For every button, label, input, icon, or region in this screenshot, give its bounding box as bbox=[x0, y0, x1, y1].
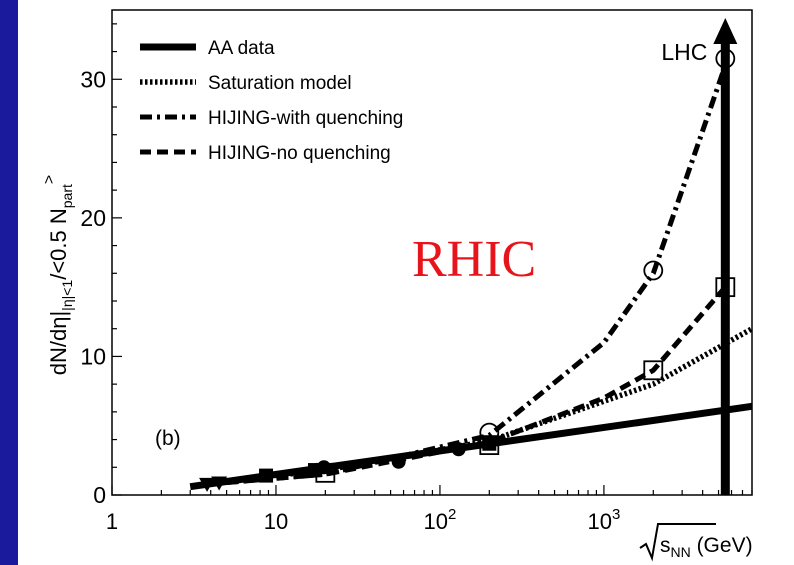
rhic-label: RHIC bbox=[412, 231, 536, 288]
data-point-square bbox=[259, 468, 274, 483]
y-tick-label: 30 bbox=[80, 66, 106, 92]
y-axis-label-part: /<0.5 N bbox=[46, 208, 71, 280]
series-dashed-line bbox=[226, 285, 728, 485]
legend-label: Saturation model bbox=[208, 73, 352, 94]
data-point-circle bbox=[451, 442, 466, 457]
slide-left-bar bbox=[0, 0, 18, 565]
lhc-label: LHC bbox=[661, 39, 707, 65]
y-axis-label-part: dN/dη| bbox=[46, 311, 71, 375]
lhc-arrow-head bbox=[713, 18, 738, 44]
x-tick-label: 1 bbox=[106, 509, 118, 534]
x-axis-label-sub: NN bbox=[671, 544, 691, 560]
y-tick-label: 0 bbox=[93, 482, 106, 508]
y-axis-label-part: > bbox=[41, 175, 58, 184]
model-point-square bbox=[479, 435, 500, 456]
x-tick-label: 10 bbox=[264, 509, 288, 534]
legend-label: HIJING-no quenching bbox=[208, 143, 391, 164]
legend-label: HIJING-with quenching bbox=[208, 108, 403, 129]
x-tick-label: 103 bbox=[588, 506, 621, 534]
x-axis-label-var: s bbox=[660, 534, 671, 557]
data-point-triangle bbox=[211, 476, 228, 491]
model-point-square bbox=[643, 360, 664, 381]
y-tick-label: 10 bbox=[80, 343, 106, 369]
data-point-square bbox=[482, 436, 497, 451]
radical-sign bbox=[639, 523, 716, 562]
model-point-circle bbox=[479, 422, 500, 443]
x-tick-label: 102 bbox=[424, 506, 457, 534]
y-axis-label: dN/dη||η|<1/<0.5 Npart> bbox=[41, 175, 75, 375]
x-axis-label: sNN (GeV) bbox=[660, 534, 753, 560]
panel-label: (b) bbox=[155, 427, 181, 450]
y-tick-label: 20 bbox=[80, 205, 106, 231]
legend-label: AA data bbox=[208, 38, 275, 59]
x-tick-exponent: 3 bbox=[612, 506, 620, 523]
y-axis-label-part: |η|<1 bbox=[59, 280, 75, 311]
data-point-circle bbox=[391, 454, 406, 469]
model-point-square bbox=[315, 462, 336, 483]
model-point-circle bbox=[643, 260, 664, 281]
data-point-circle bbox=[316, 460, 331, 475]
x-tick-exponent: 2 bbox=[448, 506, 456, 523]
legend: AA data Saturation model HIJING-with quenc… bbox=[140, 38, 403, 164]
y-axis-label-part: part bbox=[59, 184, 75, 208]
series-dotted-line bbox=[210, 326, 754, 486]
x-axis-label-unit: (GeV) bbox=[691, 534, 753, 557]
data-point-triangle bbox=[199, 477, 216, 492]
